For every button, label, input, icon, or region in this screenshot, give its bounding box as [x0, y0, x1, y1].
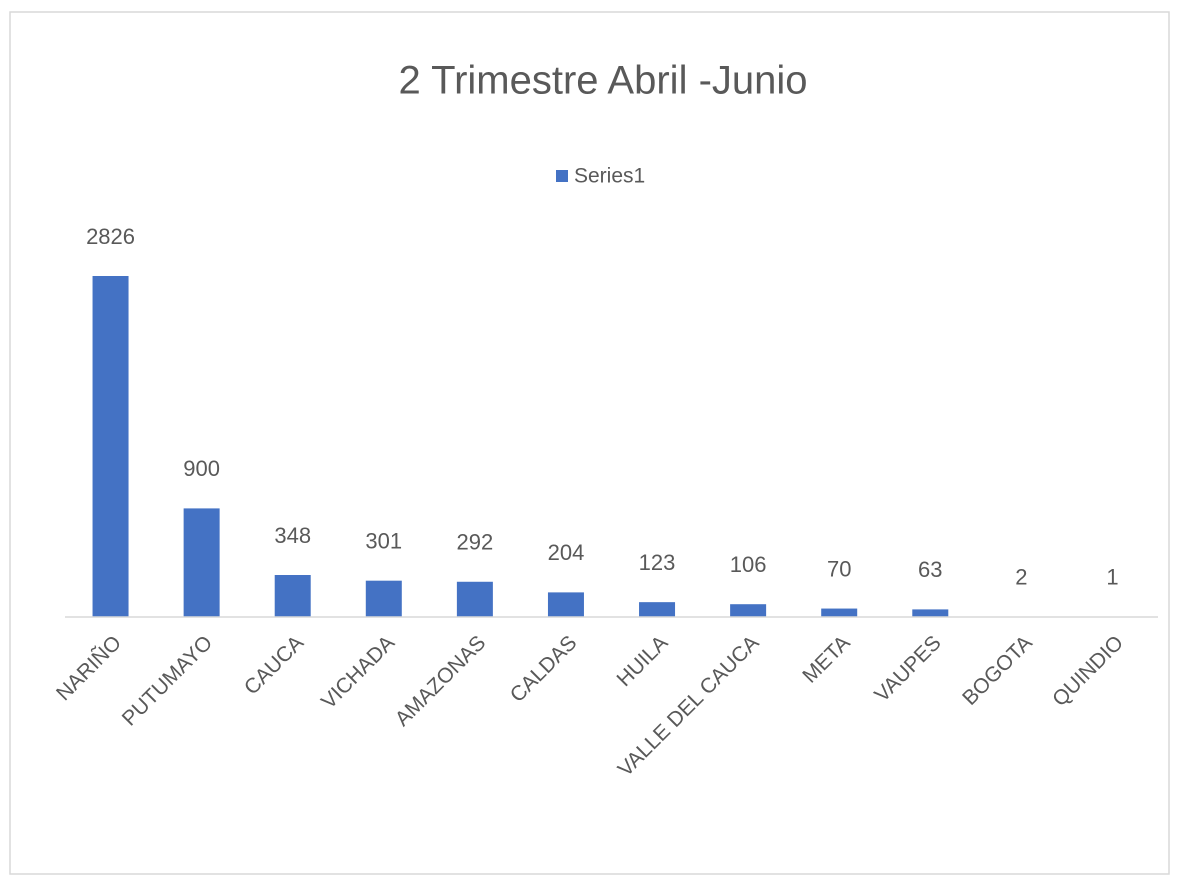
data-label: 123 — [639, 550, 676, 575]
data-label: 2 — [1015, 565, 1027, 590]
bar — [821, 608, 858, 617]
bar — [912, 609, 949, 617]
data-label: 106 — [730, 552, 767, 577]
data-label: 1 — [1106, 565, 1118, 590]
chart-title: 2 Trimestre Abril -Junio — [398, 59, 807, 103]
data-label: 2826 — [86, 224, 135, 249]
bar — [274, 575, 311, 617]
data-label: 900 — [183, 456, 220, 481]
bar — [730, 604, 767, 617]
data-label: 292 — [457, 530, 494, 555]
legend-label: Series1 — [574, 165, 645, 188]
data-label: 301 — [365, 528, 402, 553]
bar — [639, 602, 676, 617]
data-label: 63 — [918, 557, 942, 582]
bar — [456, 581, 493, 617]
bar — [365, 580, 402, 617]
chart-border — [9, 11, 1170, 875]
bar — [183, 508, 220, 617]
bar — [547, 592, 584, 617]
legend-swatch — [556, 170, 568, 182]
bar — [92, 276, 129, 617]
data-label: 70 — [827, 556, 851, 581]
data-label: 204 — [548, 540, 585, 565]
data-label: 348 — [274, 523, 311, 548]
